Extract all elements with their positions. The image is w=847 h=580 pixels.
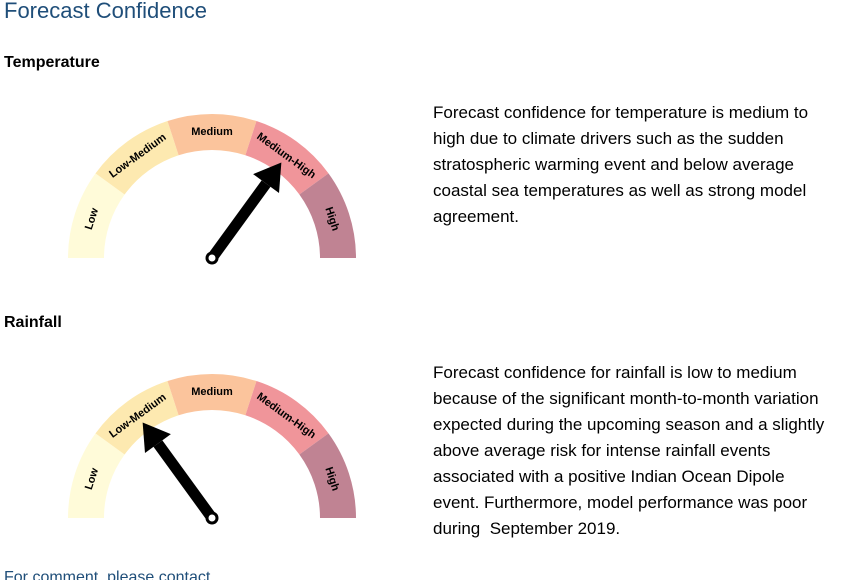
gauge-segment bbox=[95, 121, 179, 195]
footer-text: For comment, please contact bbox=[4, 569, 211, 580]
gauge-segment bbox=[167, 114, 257, 156]
pointer-part bbox=[205, 251, 219, 265]
page-title: Forecast Confidence bbox=[4, 0, 207, 23]
gauge-segment bbox=[167, 374, 257, 416]
section-heading: Temperature bbox=[4, 54, 100, 71]
description: Forecast confidence for rainfall is low … bbox=[433, 363, 829, 538]
gauge-label: Medium bbox=[191, 386, 233, 398]
gauge-segment bbox=[245, 381, 329, 455]
gauge-segment bbox=[299, 433, 356, 518]
pointer-part bbox=[253, 162, 282, 193]
gauge-segment bbox=[299, 173, 356, 258]
gauge-pointer bbox=[142, 422, 219, 525]
pointer-part bbox=[205, 511, 219, 525]
gauge-pointer bbox=[205, 162, 282, 265]
gauge-segment bbox=[68, 173, 125, 258]
section-heading: Rainfall bbox=[4, 314, 62, 331]
pointer-part bbox=[142, 422, 171, 453]
gauge-segment bbox=[95, 381, 179, 455]
gauge-label: Medium bbox=[191, 126, 233, 138]
gauge-segment bbox=[245, 121, 329, 195]
pointer-part bbox=[207, 180, 271, 262]
gauge-segment bbox=[68, 433, 125, 518]
pointer-part bbox=[153, 440, 217, 522]
description: Forecast confidence for temperature is m… bbox=[433, 103, 813, 226]
